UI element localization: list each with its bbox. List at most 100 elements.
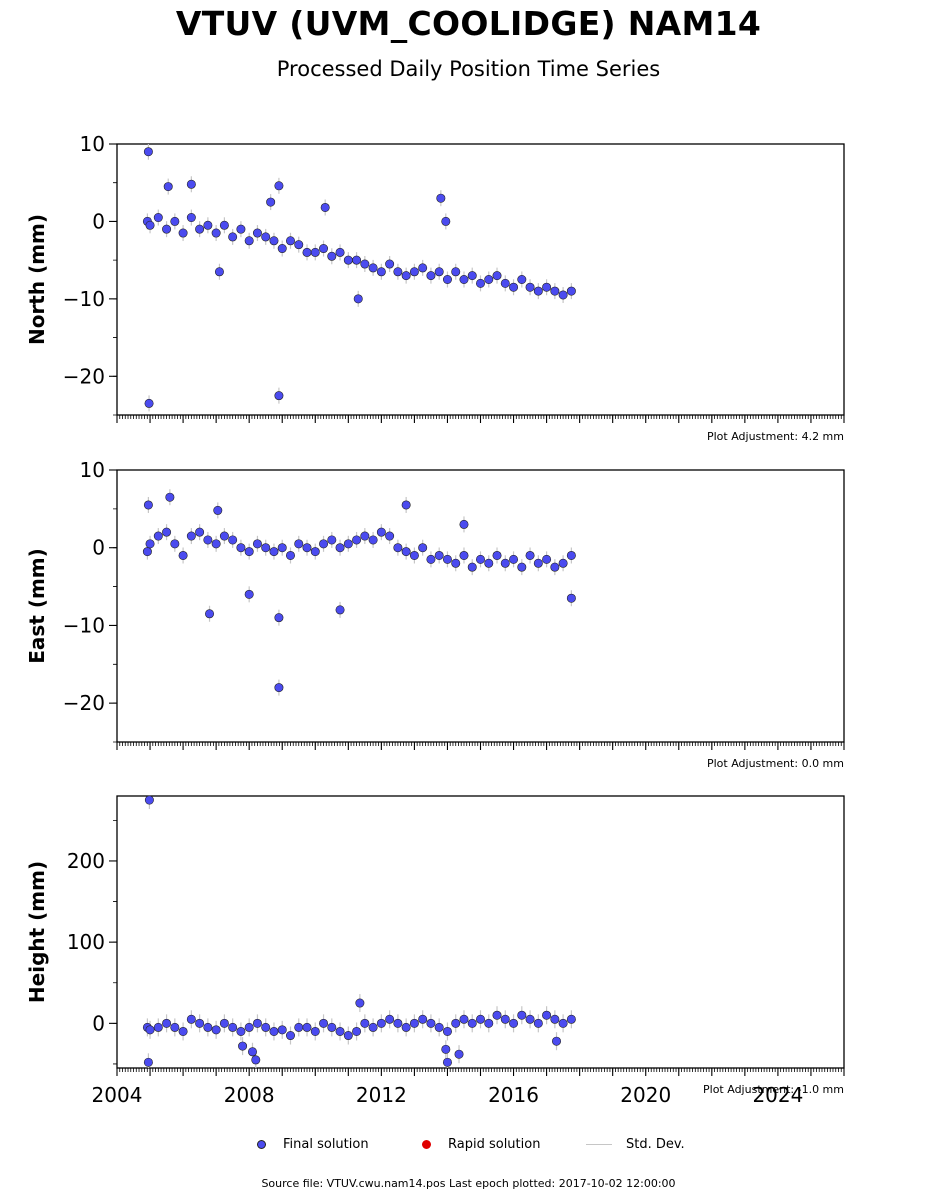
data-point [142, 547, 152, 557]
data-point [451, 1018, 461, 1028]
data-point [550, 286, 560, 296]
y-tick-label: 10 [80, 132, 105, 156]
data-point [355, 998, 365, 1008]
x-tick-label: 2024 [752, 1083, 803, 1107]
data-point [353, 294, 363, 304]
data-point [475, 278, 485, 288]
data-point [509, 1018, 519, 1028]
chart-title: VTUV (UVM_COOLIDGE) NAM14 [175, 4, 762, 43]
data-point [393, 543, 403, 553]
data-point [261, 543, 271, 553]
data-point [165, 492, 175, 502]
data-point [186, 179, 196, 189]
data-point [327, 535, 337, 545]
data-point [277, 244, 287, 254]
data-point [205, 609, 215, 619]
y-tick-label: −20 [63, 691, 105, 715]
x-tick-label: 2020 [620, 1083, 671, 1107]
data-point [376, 267, 386, 277]
data-point [153, 213, 163, 223]
data-point [203, 220, 213, 230]
data-point [153, 531, 163, 541]
data-point [163, 182, 173, 192]
data-point [320, 202, 330, 212]
data-point [401, 547, 411, 557]
data-point [451, 558, 461, 568]
data-point [500, 558, 510, 568]
data-point [409, 267, 419, 277]
data-point [442, 1026, 452, 1036]
data-point [492, 550, 502, 560]
data-point [219, 220, 229, 230]
data-point [277, 1025, 287, 1035]
data-point [542, 282, 552, 292]
chart-subtitle: Processed Daily Position Time Series [276, 57, 661, 81]
data-point [566, 286, 576, 296]
data-point [170, 1022, 180, 1032]
data-point [145, 220, 155, 230]
y-tick-label: 0 [92, 536, 105, 560]
data-point [517, 274, 527, 284]
data-point [352, 1026, 362, 1036]
data-point [143, 500, 153, 510]
x-major-ticks [116, 415, 845, 423]
data-point [436, 193, 446, 203]
data-point [542, 1010, 552, 1020]
data-point [211, 539, 221, 549]
data-point [327, 1022, 337, 1032]
data-point [251, 1055, 261, 1065]
data-point [195, 224, 205, 234]
data-point [343, 1031, 353, 1041]
data-point [558, 558, 568, 568]
data-point [343, 255, 353, 265]
data-point [401, 1022, 411, 1032]
x-tick-label: 2008 [224, 1083, 275, 1107]
data-point [426, 1018, 436, 1028]
data-point [143, 1057, 153, 1067]
data-point [401, 271, 411, 281]
data-point [302, 543, 312, 553]
data-point [475, 554, 485, 564]
data-point [213, 505, 223, 515]
data-point [310, 1026, 320, 1036]
y-axis-label: East (mm) [25, 548, 49, 664]
y-axis-label: North (mm) [25, 214, 49, 345]
data-point [186, 531, 196, 541]
legend-std-label: Std. Dev. [626, 1137, 685, 1152]
plot-adjustment: Plot Adjustment: 4.2 mm [707, 430, 844, 443]
y-axis-label: Height (mm) [25, 861, 49, 1003]
data-point [170, 216, 180, 226]
data-point [441, 1044, 451, 1054]
data-point [434, 550, 444, 560]
data-point [269, 1026, 279, 1036]
data-point [203, 1022, 213, 1032]
plot-adjustment: Plot Adjustment: 0.0 mm [707, 757, 844, 770]
data-point [558, 1018, 568, 1028]
data-point [302, 1022, 312, 1032]
data-point [393, 267, 403, 277]
y-tick-label: −20 [63, 364, 105, 388]
x-major-ticks [116, 1068, 845, 1076]
data-point [274, 613, 284, 623]
data-point [525, 550, 535, 560]
data-point [319, 1018, 329, 1028]
data-point [203, 535, 213, 545]
data-point [401, 500, 411, 510]
y-tick-label: −10 [63, 287, 105, 311]
data-point [228, 535, 238, 545]
data-point [335, 543, 345, 553]
data-point [459, 550, 469, 560]
plot-frame [116, 469, 845, 743]
data-point [261, 1022, 271, 1032]
data-point [285, 550, 295, 560]
data-point [145, 1025, 155, 1035]
data-point [294, 1022, 304, 1032]
data-point [517, 562, 527, 572]
data-point [236, 224, 246, 234]
data-point [454, 1049, 464, 1059]
data-point [269, 236, 279, 246]
data-point [310, 247, 320, 257]
data-point [442, 1057, 452, 1067]
data-point [376, 527, 386, 537]
data-point [274, 181, 284, 191]
